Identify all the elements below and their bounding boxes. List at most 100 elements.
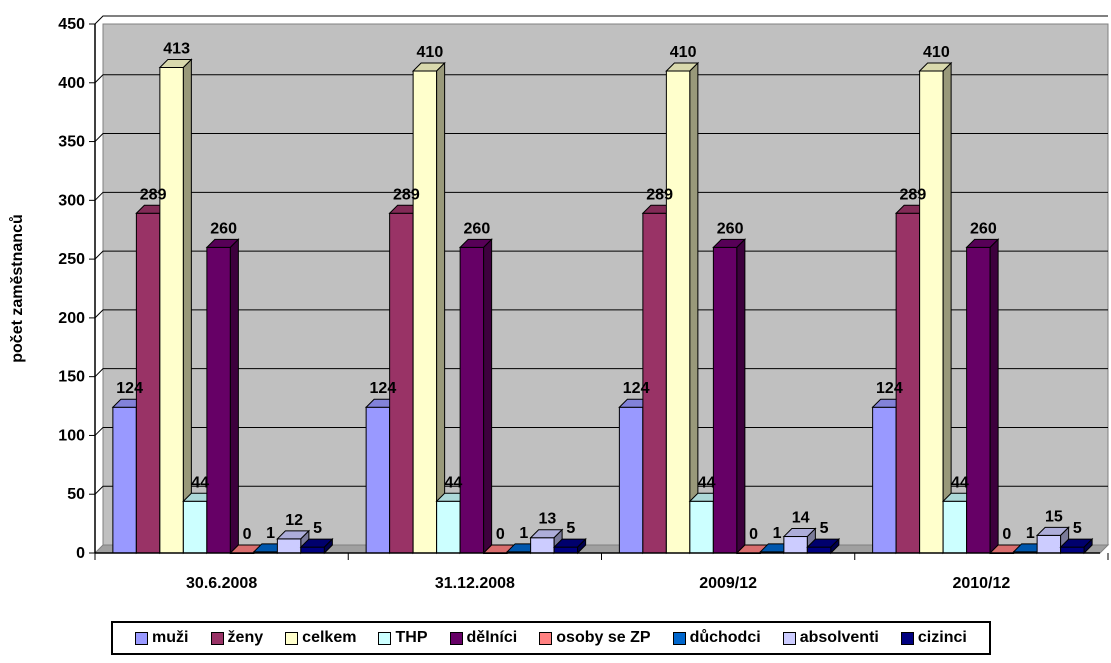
y-tick-label: 450 bbox=[58, 16, 85, 33]
bar-celkem-4-side bbox=[942, 61, 952, 555]
data-label: 124 bbox=[876, 380, 903, 397]
bar-thp-3 bbox=[689, 500, 714, 554]
legend-item-absolventi: absolventi bbox=[782, 629, 879, 647]
y-tick-label: 0 bbox=[76, 545, 85, 562]
legend-swatch bbox=[135, 631, 149, 645]
bar-absolventi-1 bbox=[276, 538, 302, 554]
legend-swatch bbox=[378, 631, 392, 645]
gridline bbox=[94, 368, 1108, 378]
data-label: 289 bbox=[900, 186, 927, 203]
legend-item-thp: THP bbox=[378, 629, 427, 647]
x-tick-label: 2010/12 bbox=[952, 575, 1010, 592]
gridline bbox=[94, 485, 1108, 495]
data-label: 44 bbox=[951, 474, 969, 491]
y-tick-label: 100 bbox=[58, 427, 85, 444]
data-label: 289 bbox=[140, 186, 167, 203]
gridline bbox=[94, 15, 1108, 25]
data-label: 0 bbox=[243, 526, 252, 543]
bar-cizinci-1-side bbox=[323, 537, 333, 555]
x-tick-label: 30.6.2008 bbox=[186, 575, 257, 592]
legend-label: cizinci bbox=[917, 629, 967, 646]
data-label: 260 bbox=[210, 220, 237, 237]
data-label: 410 bbox=[923, 44, 950, 61]
y-tick-label: 200 bbox=[58, 310, 85, 327]
data-label: 5 bbox=[566, 520, 575, 537]
data-label: 44 bbox=[698, 474, 716, 491]
data-label: 1 bbox=[773, 525, 782, 542]
y-tick-label: 300 bbox=[58, 192, 85, 209]
bar-thp-4 bbox=[942, 500, 968, 554]
bar-celkem-2 bbox=[412, 70, 438, 554]
legend-swatch bbox=[672, 631, 686, 645]
data-label: 260 bbox=[464, 220, 491, 237]
bar-d-ln-ci-3 bbox=[712, 246, 738, 554]
legend-label: muži bbox=[152, 629, 189, 646]
bar-absolventi-2 bbox=[530, 537, 555, 554]
data-label: 0 bbox=[749, 526, 758, 543]
bar-d-ln-ci-1 bbox=[206, 246, 231, 554]
data-label: 289 bbox=[646, 186, 673, 203]
data-label: 413 bbox=[163, 40, 190, 57]
bar-thp-1 bbox=[182, 500, 208, 554]
data-label: 44 bbox=[191, 474, 209, 491]
gridline bbox=[94, 250, 1108, 260]
bar-d-ln-ci-4-side bbox=[989, 238, 999, 555]
bar-cizinci-2-side bbox=[577, 537, 587, 555]
data-label: 0 bbox=[1002, 526, 1011, 543]
data-label: 410 bbox=[417, 44, 444, 61]
bar-mu-i-4 bbox=[872, 406, 897, 554]
bar-d-ln-ci-1-side bbox=[229, 238, 239, 555]
legend-label: dělníci bbox=[466, 629, 518, 646]
y-tick-label: 50 bbox=[67, 486, 85, 503]
chart-legend: muži ženy celkem THP dělníci osoby se ZP důcho… bbox=[111, 621, 991, 655]
data-label: 289 bbox=[393, 186, 420, 203]
bar-cizinci-3-side bbox=[830, 537, 840, 555]
legend-label: důchodci bbox=[689, 629, 761, 646]
bar-cizinci-2 bbox=[553, 546, 579, 554]
data-label: 5 bbox=[313, 520, 322, 537]
data-label: 44 bbox=[444, 474, 462, 491]
legend-item-osoby-se-zp: osoby se ZP bbox=[539, 629, 651, 647]
legend-item-eny: ženy bbox=[210, 629, 263, 647]
legend-label: absolventi bbox=[799, 629, 879, 646]
legend-label: osoby se ZP bbox=[556, 629, 651, 646]
gridline bbox=[94, 133, 1108, 142]
bar-cizinci-4-side bbox=[1083, 537, 1093, 555]
legend-label: celkem bbox=[302, 629, 357, 646]
bar-celkem-4 bbox=[919, 70, 944, 554]
data-label: 1 bbox=[519, 525, 528, 542]
legend-item-celkem: celkem bbox=[285, 629, 356, 647]
legend-label: THP bbox=[395, 629, 428, 646]
legend-item-d-chodci: důchodci bbox=[672, 629, 761, 647]
x-tick-label: 2009/12 bbox=[699, 575, 757, 592]
data-label: 15 bbox=[1045, 508, 1063, 525]
data-label: 410 bbox=[670, 44, 697, 61]
bar-thp-2 bbox=[436, 500, 461, 554]
bar-d-ln-ci-2 bbox=[459, 246, 485, 554]
bar-celkem-3 bbox=[665, 70, 691, 554]
legend-swatch bbox=[782, 631, 796, 645]
data-label: 260 bbox=[970, 220, 997, 237]
y-tick-label: 350 bbox=[58, 134, 85, 151]
legend-swatch bbox=[449, 631, 463, 645]
gridline bbox=[94, 309, 1108, 319]
data-label: 0 bbox=[496, 526, 505, 543]
bar-mu-i-3 bbox=[618, 406, 644, 554]
data-label: 12 bbox=[285, 512, 303, 529]
legend-item-mu-i: muži bbox=[135, 629, 189, 647]
data-label: 1 bbox=[1026, 525, 1035, 542]
bar-d-ln-ci-3-side bbox=[736, 238, 746, 555]
data-label: 5 bbox=[1073, 520, 1082, 537]
legend-swatch bbox=[539, 631, 553, 645]
data-label: 124 bbox=[116, 380, 143, 397]
bar-cizinci-3 bbox=[806, 546, 832, 554]
x-tick-label: 31.12.2008 bbox=[435, 575, 515, 592]
data-label: 13 bbox=[538, 511, 556, 528]
gridline bbox=[94, 426, 1108, 436]
legend-item-cizinci: cizinci bbox=[900, 629, 967, 647]
legend-swatch bbox=[210, 631, 224, 645]
legend-item-d-ln-ci: dělníci bbox=[449, 629, 518, 647]
data-label: 124 bbox=[370, 380, 397, 397]
